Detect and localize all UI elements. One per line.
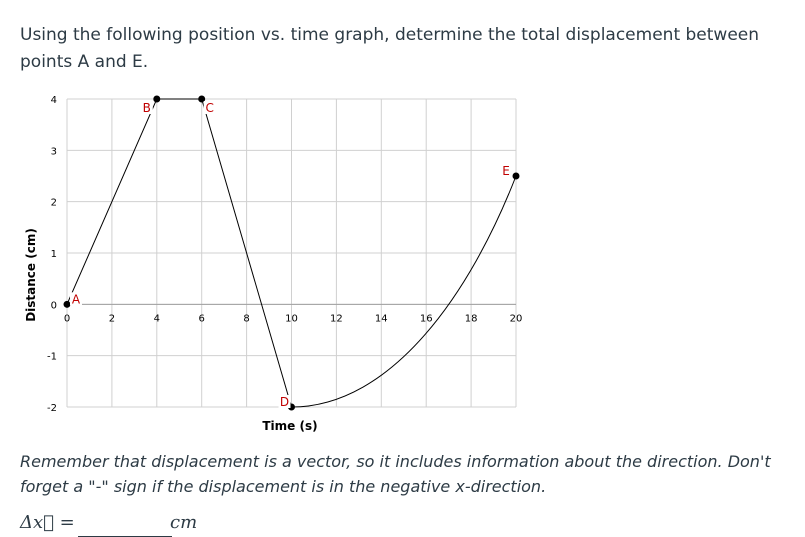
x-tick-label: 6 <box>199 313 205 324</box>
point-a-marker <box>63 300 71 308</box>
x-tick-label: 4 <box>154 313 160 324</box>
point-e-label-box <box>500 164 512 177</box>
y-tick-label: 2 <box>51 198 57 209</box>
x-tick-label: 16 <box>420 313 433 324</box>
x-tick-label: 10 <box>285 313 298 324</box>
question-text: Using the following position vs. time gr… <box>20 25 760 72</box>
y-tick-label: 1 <box>51 249 57 260</box>
data-points: A B C D E <box>63 95 520 411</box>
y-axis-label: Distance (cm) <box>24 228 38 322</box>
displacement-symbol: Δx⃗ = <box>20 512 75 533</box>
y-tick-label: 3 <box>51 146 57 157</box>
x-tick-label: 2 <box>109 313 115 324</box>
point-b-label-box <box>140 101 153 114</box>
point-c-label-box <box>203 101 216 114</box>
instruction-note: Remember that displacement is a vector, … <box>20 452 771 496</box>
point-b-label: B <box>143 101 151 115</box>
point-c-label: C <box>206 101 214 115</box>
x-tick-label: 12 <box>330 313 343 324</box>
point-e-marker <box>512 172 520 180</box>
x-tick-label: 18 <box>465 313 478 324</box>
x-axis-label: Time (s) <box>262 419 317 433</box>
grid-lines <box>66 98 517 408</box>
point-d-label-box <box>278 395 291 408</box>
displacement-answer-input[interactable] <box>78 512 172 537</box>
point-a-label-box <box>70 292 82 306</box>
point-c-marker <box>198 95 206 103</box>
x-tick-label: 14 <box>375 313 388 324</box>
y-tick-label: 0 <box>51 300 57 311</box>
point-e-label: E <box>502 164 510 178</box>
x-tick-label: 20 <box>510 313 523 324</box>
answer-unit: cm <box>170 512 198 533</box>
point-b-marker <box>153 95 161 103</box>
y-tick-label: -2 <box>47 403 57 414</box>
y-tick-label: -1 <box>47 352 57 363</box>
answer-row: Δx⃗ = cm <box>20 512 197 537</box>
y-tick-label: 4 <box>51 95 57 106</box>
point-a-label: A <box>72 292 81 306</box>
x-tick-label: 8 <box>243 313 249 324</box>
x-tick-label: 0 <box>64 313 70 324</box>
point-d-label: D <box>280 395 289 409</box>
